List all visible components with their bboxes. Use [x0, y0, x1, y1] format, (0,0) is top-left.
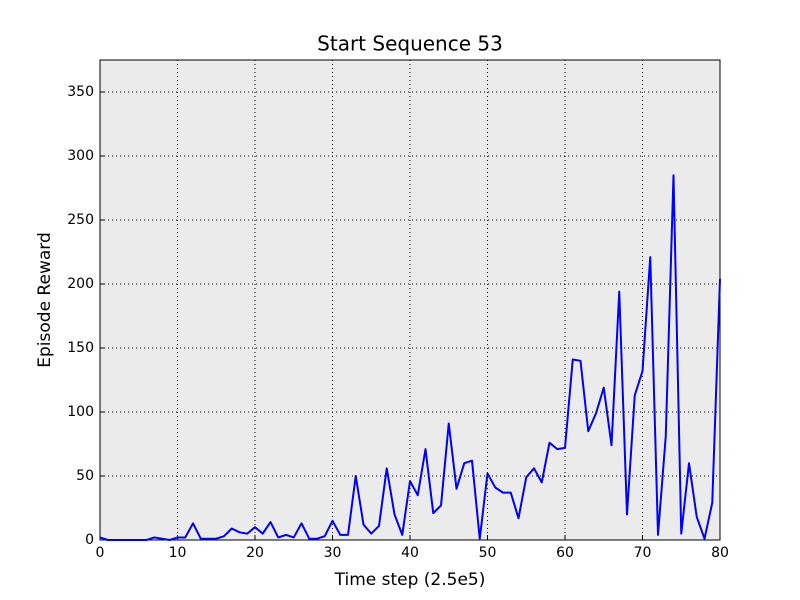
- y-tick-label: 50: [76, 468, 94, 484]
- y-tick-label: 150: [67, 340, 94, 356]
- data-line: [99, 174, 721, 541]
- y-tick-label: 200: [67, 276, 94, 292]
- x-tick-label: 10: [169, 545, 187, 561]
- y-tick-label: 100: [67, 404, 94, 420]
- x-tick-label: 70: [634, 545, 652, 561]
- chart-title: Start Sequence 53: [317, 32, 503, 56]
- y-tick-label: 0: [85, 532, 94, 548]
- x-tick-label: 40: [401, 545, 419, 561]
- x-axis-label: Time step (2.5e5): [334, 570, 486, 590]
- x-tick-label: 0: [96, 545, 105, 561]
- y-tick-label: 300: [67, 148, 94, 164]
- x-tick-label: 80: [711, 545, 729, 561]
- x-tick-label: 60: [556, 545, 574, 561]
- x-tick-label: 20: [246, 545, 264, 561]
- x-tick-label: 30: [324, 545, 342, 561]
- y-axis-label: Episode Reward: [35, 232, 55, 367]
- y-tick-label: 350: [67, 84, 94, 100]
- x-tick-label: 50: [479, 545, 497, 561]
- y-tick-label: 250: [67, 212, 94, 228]
